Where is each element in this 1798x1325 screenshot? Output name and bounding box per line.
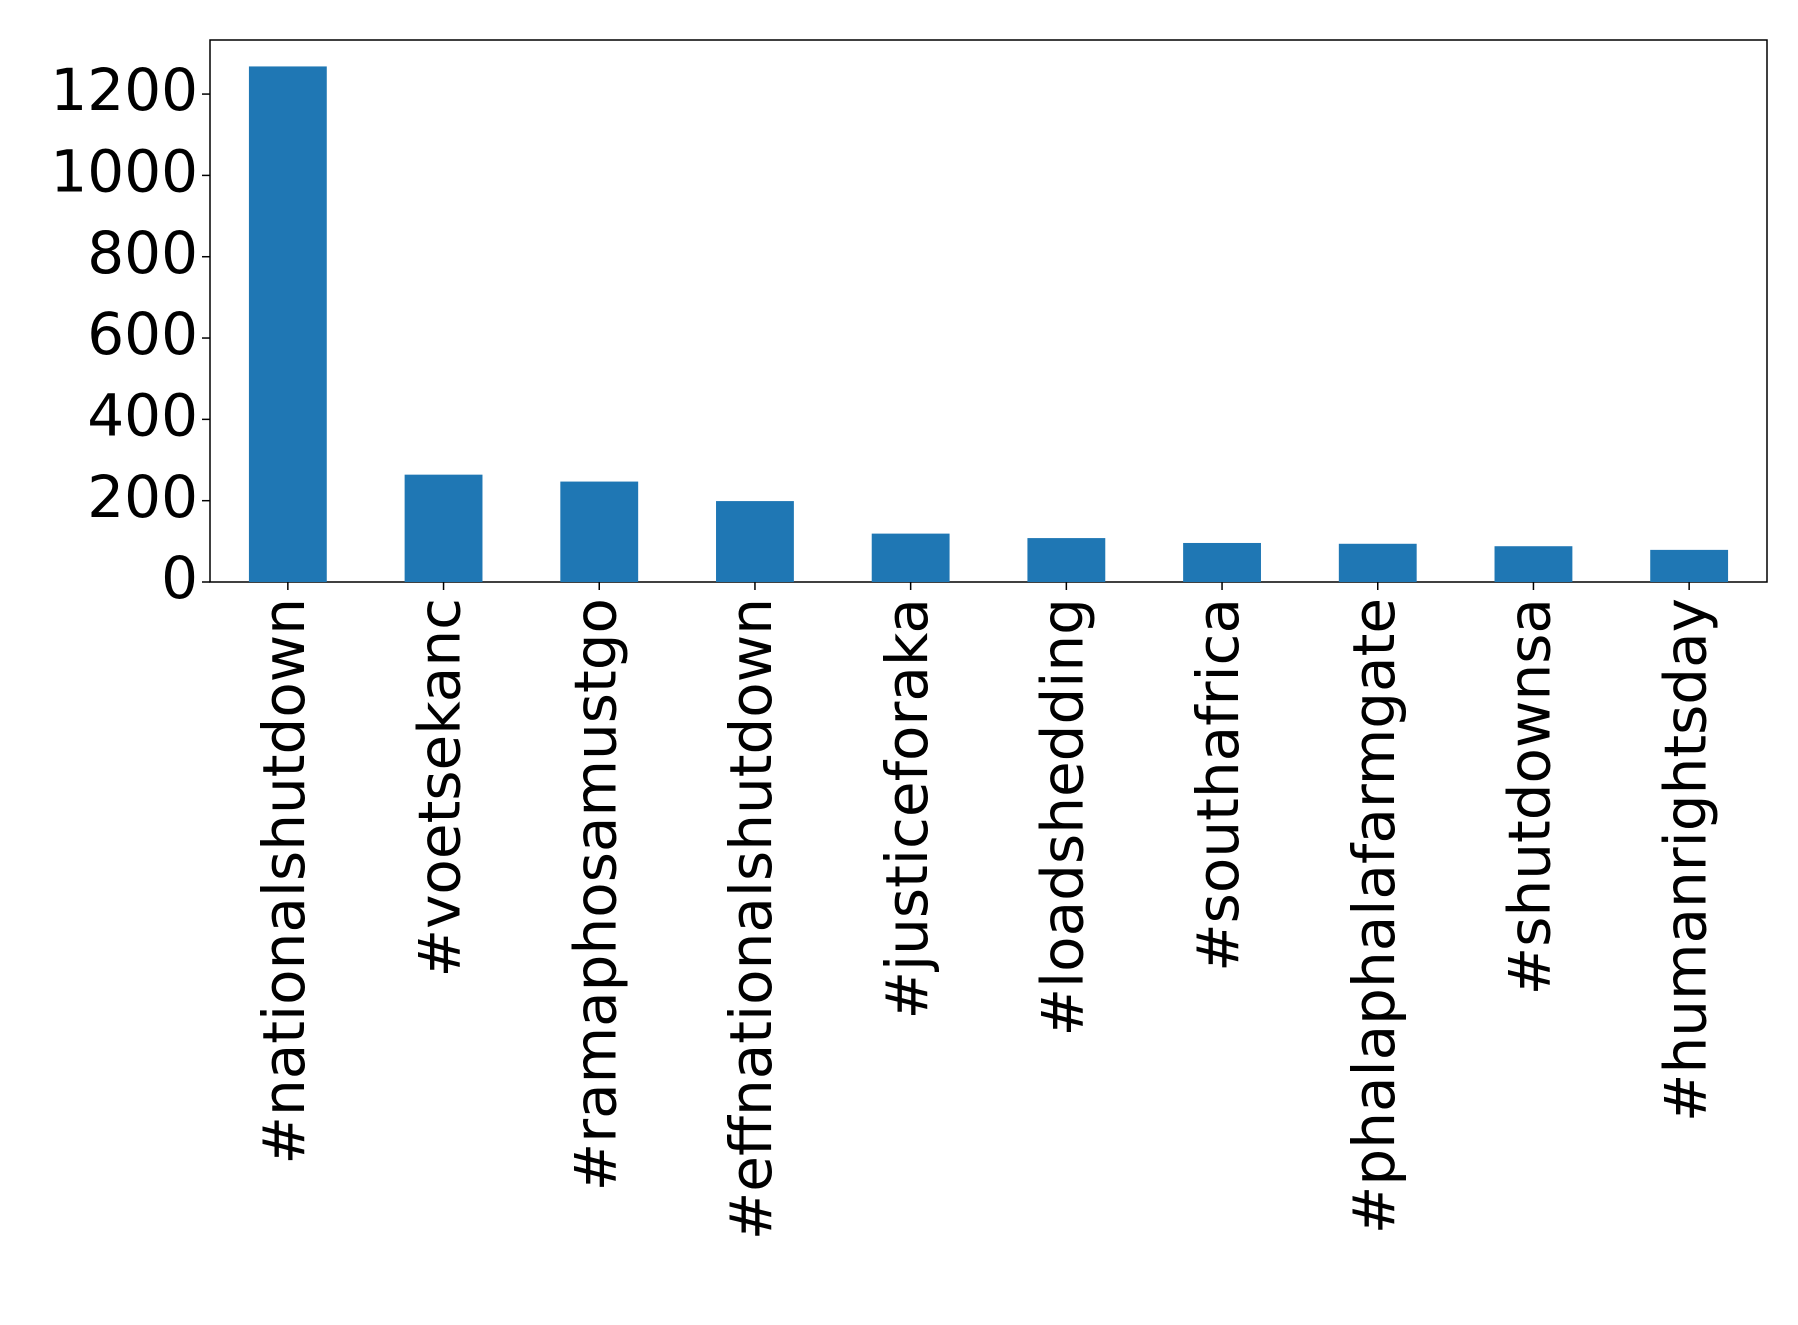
y-tick-label: 1200 [50,56,198,124]
bar [1183,542,1261,582]
bar [1338,543,1417,582]
x-tick-label: #voetsekanc [406,598,474,978]
bar [871,533,950,582]
x-tick-label: #nationalshutdown [250,598,318,1165]
y-tick-label: 800 [87,219,198,287]
y-tick-label: 600 [87,300,198,368]
x-tick-label: #southafrica [1184,598,1252,972]
bar [560,481,639,582]
plot-frame [209,39,1768,583]
y-tick-label: 400 [87,381,198,449]
x-tick-label: #shutdownsa [1496,598,1564,995]
y-tick-label: 1000 [50,138,198,206]
bar [1494,546,1573,582]
bar [716,501,794,582]
x-tick-label: #phalaphalafarmgate [1340,598,1408,1234]
bar [404,474,483,582]
x-tick-label: #justiceforaka [873,598,941,1020]
x-tick-label: #ramaphosamustgo [561,598,629,1191]
x-tick-label: #loadshedding [1028,598,1096,1037]
bar [1027,538,1106,582]
x-tick-label: #humanrightsday [1651,598,1719,1122]
bar [1650,549,1729,582]
y-tick-label: 0 [161,544,198,612]
y-tick-label: 200 [87,463,198,531]
x-tick-label: #effnationalshutdown [717,598,785,1240]
bar [248,66,327,583]
